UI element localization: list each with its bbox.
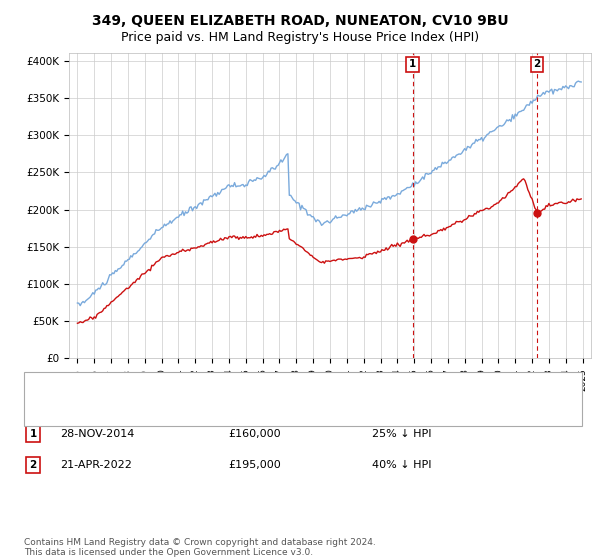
Text: 1: 1 [29, 429, 37, 439]
Text: 2: 2 [29, 460, 37, 470]
Text: £195,000: £195,000 [228, 460, 281, 470]
Text: Price paid vs. HM Land Registry's House Price Index (HPI): Price paid vs. HM Land Registry's House … [121, 31, 479, 44]
Text: 349, QUEEN ELIZABETH ROAD, NUNEATON, CV10 9BU (detached house): 349, QUEEN ELIZABETH ROAD, NUNEATON, CV1… [75, 380, 451, 390]
Text: Contains HM Land Registry data © Crown copyright and database right 2024.
This d: Contains HM Land Registry data © Crown c… [24, 538, 376, 557]
Text: 1: 1 [409, 59, 416, 69]
Text: £160,000: £160,000 [228, 429, 281, 439]
Text: 25% ↓ HPI: 25% ↓ HPI [372, 429, 431, 439]
Text: HPI: Average price, detached house, Nuneaton and Bedworth: HPI: Average price, detached house, Nune… [75, 404, 395, 414]
Text: 28-NOV-2014: 28-NOV-2014 [60, 429, 134, 439]
Text: 349, QUEEN ELIZABETH ROAD, NUNEATON, CV10 9BU: 349, QUEEN ELIZABETH ROAD, NUNEATON, CV1… [92, 14, 508, 28]
Text: 40% ↓ HPI: 40% ↓ HPI [372, 460, 431, 470]
Text: 21-APR-2022: 21-APR-2022 [60, 460, 132, 470]
Text: 2: 2 [533, 59, 541, 69]
